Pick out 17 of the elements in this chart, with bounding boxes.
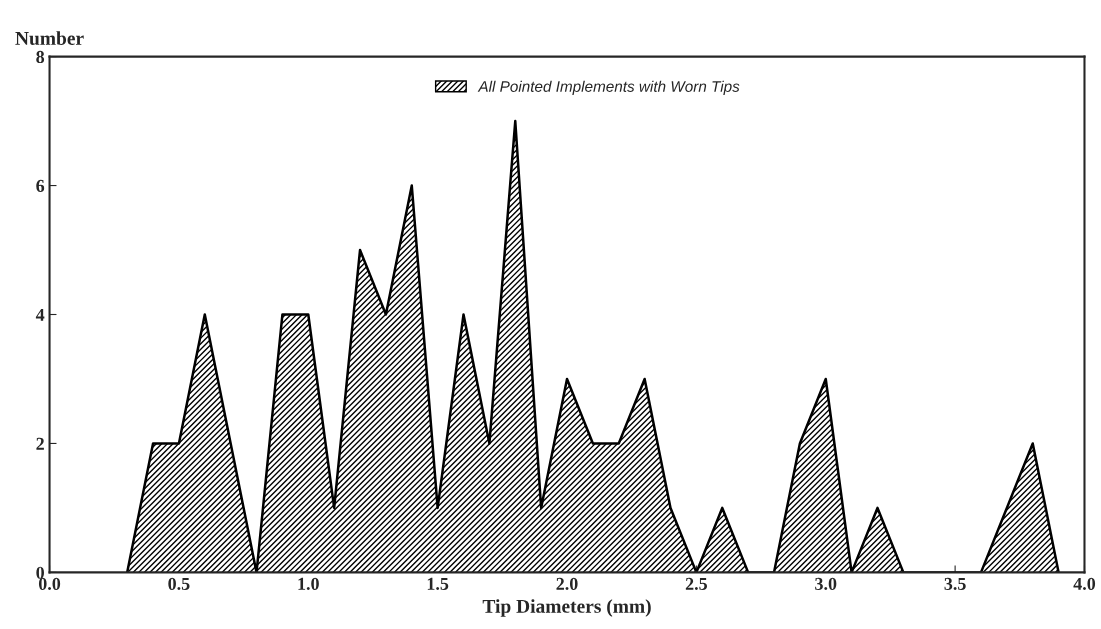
x-tick-label: 4.0 [1073,577,1096,591]
x-tick-label: 3.0 [815,577,837,591]
x-tick-label: 1.0 [298,577,319,591]
x-tick-label: 2.5 [685,577,708,591]
y-tick-label: 8 [36,50,45,64]
x-axis-title: Tip Diameters (mm) [482,599,651,617]
legend-label: All Pointed Implements with Worn Tips [477,80,740,95]
y-axis-title: Number [15,31,84,45]
x-tick-label: 0.0 [38,577,61,591]
x-tick-label: 1.5 [427,577,449,591]
x-tick-label: 2.0 [556,577,578,591]
x-tick-label: 0.5 [168,577,190,591]
x-tick-label: 3.5 [944,577,966,591]
y-tick-label: 4 [35,308,45,321]
y-tick-label: 6 [36,179,45,192]
y-tick-label: 0 [36,566,44,579]
y-tick-label: 2 [36,437,44,450]
